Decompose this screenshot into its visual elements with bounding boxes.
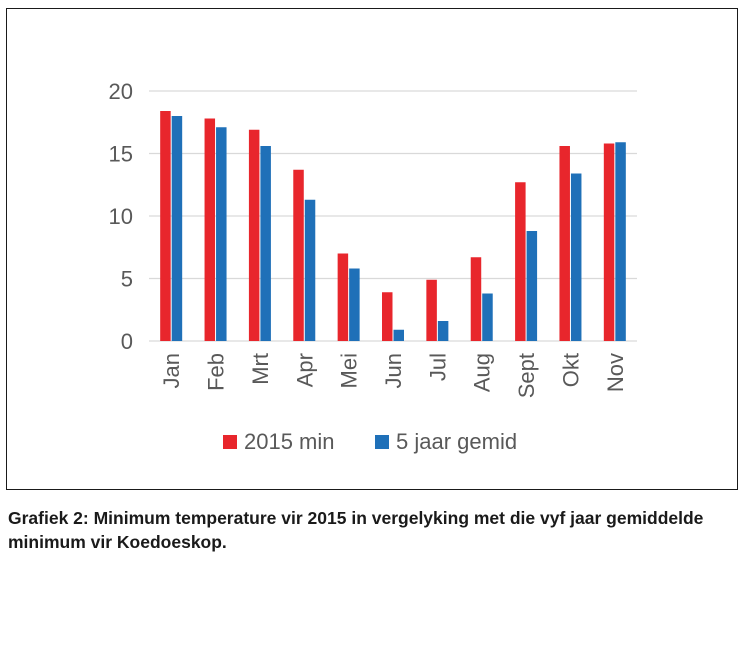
bar-series-1-mei [337,253,349,341]
bar-series-2-mei [349,268,360,341]
legend-label: 2015 min [244,429,335,454]
y-tick-label: 5 [121,267,133,292]
gridlines [149,90,637,342]
x-tick-label: Nov [603,353,628,392]
x-tick-label: Sept [514,353,539,398]
y-tick-label: 15 [109,142,133,167]
bar-series-2-aug [482,293,493,341]
x-tick-label: Feb [204,353,229,391]
y-tick-label: 20 [109,79,133,104]
y-axis-ticks: 0 5 10 15 20 [109,79,133,354]
x-tick-label: Jan [159,353,184,388]
bar-series-2-sept [526,231,538,341]
bar-series-2-mrt [260,146,271,341]
x-tick-label: Jun [381,353,406,388]
bar-series-1-aug [470,257,482,341]
bar-series-1-jun [382,292,393,341]
bar-series-1-jul [426,279,437,341]
legend-swatch [223,435,237,449]
bar-series-1-sept [515,182,526,341]
bar-chart: 0 5 10 15 20 Jan Feb Mrt Apr Mei Jun Jul Aug Sept Okt… [109,79,637,454]
x-tick-label: Mei [337,353,362,388]
x-tick-label: Okt [558,353,583,387]
bar-series-2-jan [171,116,183,341]
legend: 2015 min 5 jaar gemid [223,429,517,454]
bar-series-1-nov [603,143,615,341]
legend-label: 5 jaar gemid [396,429,517,454]
bars [160,111,626,341]
y-tick-label: 0 [121,329,133,354]
bar-series-2-apr [304,199,316,341]
x-tick-label: Mrt [248,353,273,385]
bar-series-2-jul [437,321,449,341]
x-tick-label: Aug [470,353,495,392]
x-axis-ticks: Jan Feb Mrt Apr Mei Jun Jul Aug Sept Okt Nov [159,353,628,398]
bar-series-1-okt [559,146,570,341]
bar-series-2-nov [615,142,626,341]
chart-frame: 0 5 10 15 20 Jan Feb Mrt Apr Mei Jun Jul Aug Sept Okt… [6,8,738,490]
bar-series-1-mrt [248,129,260,341]
bar-series-2-jun [393,329,404,341]
bar-series-1-jan [160,111,171,341]
legend-swatch [375,435,389,449]
bar-series-1-feb [204,118,216,341]
y-tick-label: 10 [109,204,133,229]
figure-caption: Grafiek 2: Minimum temperature vir 2015 … [8,508,704,552]
bar-series-2-okt [570,173,582,341]
bar-series-1-apr [293,169,304,341]
x-tick-label: Jul [425,353,450,381]
bar-series-2-feb [216,127,227,341]
x-tick-label: Apr [292,353,317,387]
